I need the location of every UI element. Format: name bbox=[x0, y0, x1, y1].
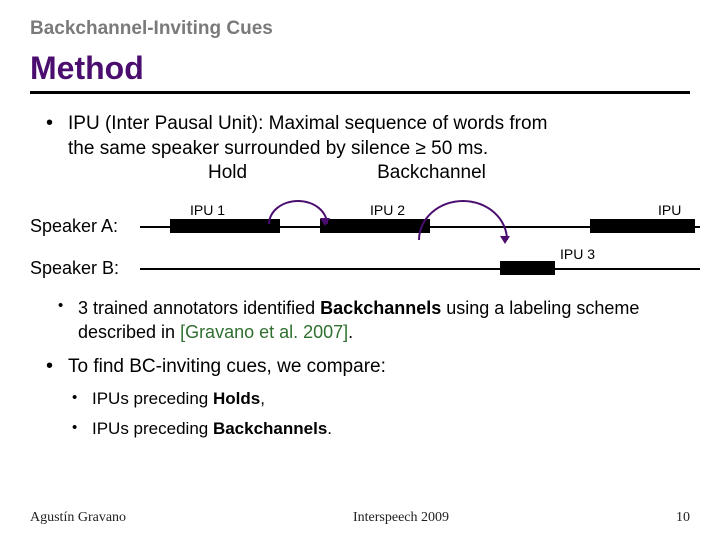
ipu-diagram: Speaker A: Speaker B: IPU 1 IPU 2 IPU 4 … bbox=[30, 196, 690, 286]
sub-holds: IPUs preceding Holds, bbox=[92, 389, 690, 409]
footer: Agustín Gravano Interspeech 2009 10 bbox=[30, 510, 690, 526]
footer-page: 10 bbox=[676, 510, 690, 526]
sub2-a: IPUs preceding bbox=[92, 419, 213, 438]
bullet-annotators: 3 trained annotators identified Backchan… bbox=[78, 296, 690, 345]
sub1-c: , bbox=[260, 389, 265, 408]
annot-text-d: . bbox=[348, 322, 353, 342]
annot-text-b: Backchannels bbox=[320, 298, 441, 318]
bullet-list-2: To find BC-inviting cues, we compare: bbox=[30, 355, 690, 380]
arc-hold bbox=[268, 200, 328, 224]
compare-sub-list: IPUs preceding Holds, IPUs preceding Bac… bbox=[30, 389, 690, 439]
seg-ipu3 bbox=[500, 261, 555, 275]
backchannel-label: Backchannel bbox=[377, 161, 486, 186]
speaker-a-label: Speaker A: bbox=[30, 216, 118, 237]
bullet1-line1: IPU (Inter Pausal Unit): Maximal sequenc… bbox=[68, 113, 547, 134]
sub2-b: Backchannels bbox=[213, 419, 327, 438]
label-ipu1: IPU 1 bbox=[190, 202, 225, 218]
sub2-c: . bbox=[327, 419, 332, 438]
bullet-ipu-def: IPU (Inter Pausal Unit): Maximal sequenc… bbox=[58, 112, 690, 186]
label-ipu2: IPU 2 bbox=[370, 202, 405, 218]
sub-backchannels: IPUs preceding Backchannels. bbox=[92, 419, 690, 439]
bullet1-line2: the same speaker surrounded by silence ≥… bbox=[68, 137, 690, 162]
annotator-bullet-list: 3 trained annotators identified Backchan… bbox=[30, 296, 690, 345]
label-ipu3: IPU 3 bbox=[560, 246, 595, 262]
hold-label: Hold bbox=[208, 161, 247, 186]
section-title: Backchannel-Inviting Cues bbox=[30, 18, 690, 40]
speaker-b-label: Speaker B: bbox=[30, 258, 119, 279]
label-ipu4: IPU 4 bbox=[658, 202, 690, 234]
main-title: Method bbox=[30, 50, 690, 94]
track-b bbox=[140, 268, 700, 270]
citation: [Gravano et al. 2007] bbox=[180, 322, 348, 342]
hold-backchannel-labels: Hold Backchannel bbox=[68, 161, 690, 186]
footer-author: Agustín Gravano bbox=[30, 510, 126, 526]
footer-venue: Interspeech 2009 bbox=[353, 510, 449, 526]
arrow-backchannel bbox=[500, 236, 510, 244]
seg-ipu2 bbox=[320, 219, 430, 233]
arc-backchannel bbox=[418, 200, 508, 240]
bullet-compare: To find BC-inviting cues, we compare: bbox=[58, 355, 690, 380]
bullet-list: IPU (Inter Pausal Unit): Maximal sequenc… bbox=[30, 112, 690, 186]
seg-ipu1 bbox=[170, 219, 280, 233]
annot-text-a: 3 trained annotators identified bbox=[78, 298, 320, 318]
sub1-b: Holds bbox=[213, 389, 260, 408]
sub1-a: IPUs preceding bbox=[92, 389, 213, 408]
arrow-hold bbox=[320, 218, 330, 226]
